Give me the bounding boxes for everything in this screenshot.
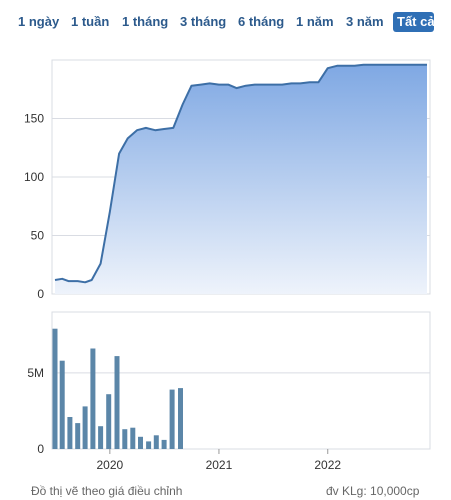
price-y-tick-label: 150 xyxy=(24,112,44,126)
price-y-tick-label: 50 xyxy=(31,229,45,243)
volume-unit-note: đv KLg: 10,000cp xyxy=(326,484,420,498)
volume-bar xyxy=(146,441,152,449)
volume-bar xyxy=(52,328,58,449)
volume-bar xyxy=(75,423,81,449)
range-tab-6-months[interactable]: 6 tháng xyxy=(238,14,285,29)
volume-y-tick-label: 0 xyxy=(37,442,44,456)
volume-bar xyxy=(122,429,128,449)
volume-bar xyxy=(130,427,136,449)
volume-bar xyxy=(59,360,65,449)
adjusted-price-note: Đồ thị vẽ theo giá điều chỉnh xyxy=(31,484,183,498)
price-y-tick-label: 0 xyxy=(37,287,44,301)
price-panel: 0 50 100 150 xyxy=(24,59,431,301)
volume-bar xyxy=(106,394,112,449)
range-tab-1-month[interactable]: 1 tháng xyxy=(122,14,169,29)
volume-panel: 0 5M 2020 2021 2022 xyxy=(27,311,431,472)
volume-bar xyxy=(82,406,88,449)
volume-bar xyxy=(67,417,73,449)
volume-bar xyxy=(98,426,104,449)
price-y-tick-label: 100 xyxy=(24,170,44,184)
price-area-fill xyxy=(55,64,427,294)
range-tab-1-year[interactable]: 1 năm xyxy=(296,14,334,29)
price-volume-chart: 0 50 100 150 0 5M 2020 2021 2022 xyxy=(24,59,431,472)
x-tick-label: 2020 xyxy=(96,458,123,472)
price-line xyxy=(54,63,427,284)
volume-bar xyxy=(153,435,159,449)
range-tab-all[interactable]: Tất cả xyxy=(393,12,435,32)
volume-bar xyxy=(138,436,143,449)
volume-bar xyxy=(114,356,120,449)
range-tab-3-months[interactable]: 3 tháng xyxy=(180,14,227,29)
range-tab-3-years[interactable]: 3 năm xyxy=(346,14,384,29)
volume-bar xyxy=(178,388,183,449)
time-range-selector: 1 ngày 1 tuần 1 tháng 3 tháng 6 tháng 1 … xyxy=(0,12,451,36)
range-tab-1-day[interactable]: 1 ngày xyxy=(18,14,60,29)
volume-bar xyxy=(90,348,96,449)
volume-bar xyxy=(161,439,167,449)
x-tick-label: 2021 xyxy=(206,458,233,472)
volume-bar xyxy=(169,389,175,449)
range-tab-1-week[interactable]: 1 tuần xyxy=(71,14,110,29)
volume-y-tick-label: 5M xyxy=(27,366,44,380)
x-tick-label: 2022 xyxy=(314,458,341,472)
